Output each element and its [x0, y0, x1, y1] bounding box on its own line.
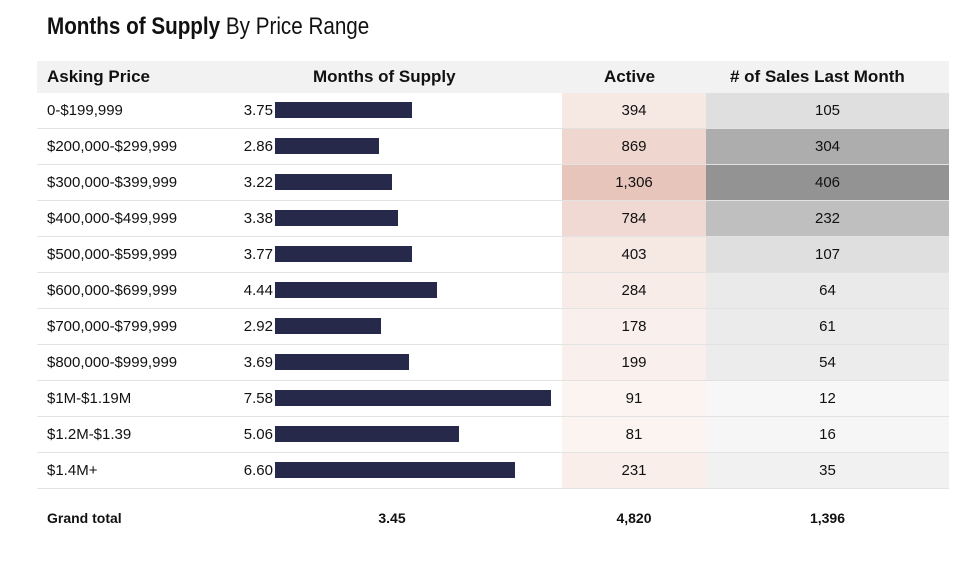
table-row: $400,000-$499,999 3.38 784 232	[37, 201, 949, 237]
table-row: $800,000-$999,999 3.69 199 54	[37, 345, 949, 381]
active-cell: 178	[562, 309, 706, 344]
active-cell: 784	[562, 201, 706, 236]
mos-value-label: 3.38	[243, 210, 273, 227]
mos-bar	[275, 210, 398, 226]
active-cell: 869	[562, 129, 706, 164]
mos-value-label: 5.06	[243, 426, 273, 443]
grand-total-row: Grand total 3.45 4,820 1,396	[37, 501, 949, 535]
price-range-label: $500,000-$599,999	[47, 246, 178, 263]
active-cell: 284	[562, 273, 706, 308]
active-cell: 394	[562, 93, 706, 128]
mos-value-label: 3.77	[243, 246, 273, 263]
table-row: $1M-$1.19M 7.58 91 12	[37, 381, 949, 417]
price-range-label: $1.2M-$1.39	[47, 426, 132, 443]
mos-bar	[275, 390, 551, 406]
sales-cell: 406	[706, 165, 949, 200]
mos-bar	[275, 246, 412, 262]
active-cell: 403	[562, 237, 706, 272]
header-asking-price: Asking Price	[47, 67, 150, 86]
table-row: $200,000-$299,999 2.86 869 304	[37, 129, 949, 165]
price-range-label: $300,000-$399,999	[47, 174, 178, 191]
active-cell: 199	[562, 345, 706, 380]
sales-cell: 232	[706, 201, 949, 236]
active-cell: 91	[562, 381, 706, 416]
table-row: $700,000-$799,999 2.92 178 61	[37, 309, 949, 345]
mos-value-label: 3.22	[243, 174, 273, 191]
sales-cell: 107	[706, 237, 949, 272]
sales-cell: 64	[706, 273, 949, 308]
active-cell: 231	[562, 453, 706, 488]
sales-cell: 61	[706, 309, 949, 344]
table-row: $600,000-$699,999 4.44 284 64	[37, 273, 949, 309]
mos-bar	[275, 462, 515, 478]
mos-value-label: 4.44	[243, 282, 273, 299]
price-range-label: $600,000-$699,999	[47, 282, 178, 299]
grand-total-mos: 3.45	[378, 510, 406, 526]
table-row: $1.2M-$1.39 5.06 81 16	[37, 417, 949, 453]
header-active: Active	[604, 67, 656, 86]
title-bold: Months of Supply	[47, 13, 221, 40]
mos-value-label: 2.92	[243, 318, 273, 335]
price-range-label: 0-$199,999	[47, 102, 123, 119]
title-light: By Price Range	[225, 13, 370, 40]
table-row: $1.4M+ 6.60 231 35	[37, 453, 949, 489]
price-range-label: $1.4M+	[47, 462, 98, 479]
grand-total-active: 4,820	[616, 510, 652, 526]
price-range-label: $700,000-$799,999	[47, 318, 178, 335]
header-months-of-supply: Months of Supply	[313, 67, 456, 86]
mos-bar	[275, 318, 381, 334]
sales-cell: 54	[706, 345, 949, 380]
mos-value-label: 3.69	[243, 354, 273, 371]
price-range-label: $800,000-$999,999	[47, 354, 178, 371]
mos-bar	[275, 426, 459, 442]
mos-bar	[275, 282, 437, 298]
sales-cell: 35	[706, 453, 949, 488]
table-row: $500,000-$599,999 3.77 403 107	[37, 237, 949, 273]
mos-value-label: 7.58	[243, 390, 273, 407]
grand-total-label: Grand total	[47, 510, 122, 526]
price-range-label: $400,000-$499,999	[47, 210, 178, 227]
table-header: Asking Price Months of Supply Active # o…	[37, 61, 949, 93]
mos-bar	[275, 174, 392, 190]
mos-bar	[275, 354, 409, 370]
price-range-label: $200,000-$299,999	[47, 138, 178, 155]
mos-value-label: 3.75	[243, 102, 273, 119]
sales-cell: 16	[706, 417, 949, 452]
table-row: 0-$199,999 3.75 394 105	[37, 93, 949, 129]
table-row: $300,000-$399,999 3.22 1,306 406	[37, 165, 949, 201]
price-range-label: $1M-$1.19M	[47, 390, 132, 407]
header-sales: # of Sales Last Month	[730, 67, 905, 86]
mos-bar	[275, 102, 412, 118]
sales-cell: 12	[706, 381, 949, 416]
mos-bar	[275, 138, 379, 154]
sales-cell: 105	[706, 93, 949, 128]
sales-cell: 304	[706, 129, 949, 164]
mos-value-label: 2.86	[243, 138, 273, 155]
mos-value-label: 6.60	[243, 462, 273, 479]
active-cell: 81	[562, 417, 706, 452]
page-title: Months of Supply By Price Range	[47, 12, 369, 42]
active-cell: 1,306	[562, 165, 706, 200]
grand-total-sales: 1,396	[809, 510, 846, 526]
